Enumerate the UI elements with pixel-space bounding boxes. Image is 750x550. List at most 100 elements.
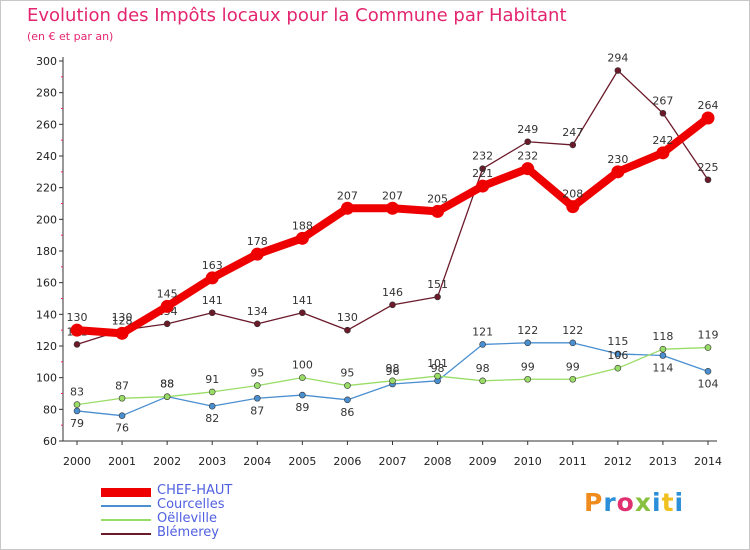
logo-letter: i: [674, 488, 685, 517]
y-tick-label: 140: [36, 308, 57, 321]
y-tick-label: 100: [36, 372, 57, 385]
data-point: [73, 401, 81, 408]
data-label: 101: [427, 357, 448, 370]
y-tick-label: 280: [36, 87, 57, 100]
data-label: 188: [292, 219, 313, 232]
data-point: [386, 201, 399, 215]
data-point: [118, 412, 126, 419]
data-point: [659, 109, 667, 117]
data-label: 119: [698, 329, 719, 342]
data-label: 130: [337, 311, 358, 324]
x-tick-label: 2007: [379, 455, 407, 468]
data-label: 88: [160, 378, 174, 391]
chart-title: Evolution des Impôts locaux pour la Comm…: [27, 5, 567, 26]
data-point: [208, 388, 216, 396]
x-tick-label: 2000: [63, 455, 91, 468]
data-label: 88: [160, 378, 174, 391]
data-point: [208, 402, 216, 410]
legend-label: Courcelles: [157, 497, 225, 512]
legend-item: Oëlleville: [101, 511, 301, 528]
data-point: [253, 394, 261, 402]
data-label: 104: [698, 377, 719, 390]
x-tick-label: 2006: [333, 455, 361, 468]
data-point: [434, 293, 441, 301]
x-tick-label: 2002: [153, 455, 181, 468]
data-point: [524, 375, 532, 383]
logo-letter: o: [616, 488, 635, 517]
data-label: 242: [652, 134, 673, 147]
data-point: [253, 382, 261, 389]
x-tick-label: 2005: [288, 455, 316, 468]
y-tick-label: 300: [36, 55, 57, 68]
logo-letter: x: [634, 488, 652, 517]
data-label: 128: [112, 314, 133, 327]
legend-item: Courcelles: [101, 497, 301, 514]
x-tick-label: 2012: [604, 455, 632, 468]
data-point: [344, 396, 351, 404]
data-point: [299, 374, 306, 381]
data-label: 232: [472, 150, 493, 163]
data-label: 95: [250, 367, 264, 380]
data-point: [611, 165, 625, 179]
y-tick-label: 220: [36, 182, 57, 195]
data-label: 141: [202, 294, 223, 307]
series-line-chef-haut: [76, 114, 711, 338]
data-label: 207: [337, 189, 358, 202]
data-label: 130: [112, 311, 133, 324]
y-tick-label: 120: [36, 340, 57, 353]
y-tick-label: 240: [36, 150, 57, 163]
legend-item: CHEF-HAUT: [101, 483, 301, 500]
data-label: 115: [607, 335, 628, 348]
data-point: [205, 271, 219, 285]
x-tick-label: 2010: [514, 455, 542, 468]
data-point: [299, 391, 306, 399]
data-point: [73, 341, 81, 348]
data-label: 267: [652, 94, 673, 107]
data-point: [659, 345, 667, 353]
x-tick-label: 2011: [559, 455, 587, 468]
legend-label: Oëlleville: [157, 511, 217, 526]
y-tick-label: 60: [43, 435, 57, 448]
data-label: 95: [340, 367, 354, 380]
legend-label: Blémerey: [157, 525, 219, 540]
data-point: [163, 320, 171, 328]
x-tick-label: 2008: [424, 455, 452, 468]
data-label: 163: [202, 259, 223, 272]
y-tick-label: 80: [43, 403, 57, 416]
data-label: 83: [70, 386, 84, 399]
data-label: 294: [607, 52, 628, 65]
legend-swatch: [101, 487, 151, 497]
legend-label: CHEF-HAUT: [157, 483, 233, 498]
data-label: 106: [607, 349, 628, 362]
logo-letter: P: [584, 488, 604, 517]
data-point: [115, 326, 129, 340]
data-point: [344, 382, 351, 389]
data-label: 264: [698, 99, 719, 112]
y-tick-label: 180: [36, 245, 57, 258]
data-point: [434, 372, 441, 380]
data-point: [299, 309, 306, 317]
logo-letter: t: [661, 488, 675, 517]
data-point: [701, 111, 715, 125]
y-tick-label: 160: [36, 277, 57, 290]
data-point: [431, 204, 445, 218]
data-point: [521, 162, 535, 176]
data-point: [524, 138, 532, 146]
x-tick-label: 2001: [108, 455, 136, 468]
x-tick-label: 2003: [198, 455, 226, 468]
x-tick-label: 2004: [243, 455, 271, 468]
y-tick-label: 260: [36, 118, 57, 131]
chart-subtitle: (en € et par an): [27, 30, 114, 43]
data-label: 134: [247, 305, 268, 318]
data-label: 141: [292, 294, 313, 307]
data-point: [389, 301, 396, 309]
data-label: 221: [472, 167, 493, 180]
data-point: [476, 179, 490, 193]
data-label: 225: [698, 161, 719, 174]
data-point: [160, 299, 174, 313]
data-point: [340, 201, 354, 215]
x-tick-label: 2013: [649, 455, 677, 468]
y-tick-label: 200: [36, 213, 57, 226]
data-label: 146: [382, 286, 403, 299]
